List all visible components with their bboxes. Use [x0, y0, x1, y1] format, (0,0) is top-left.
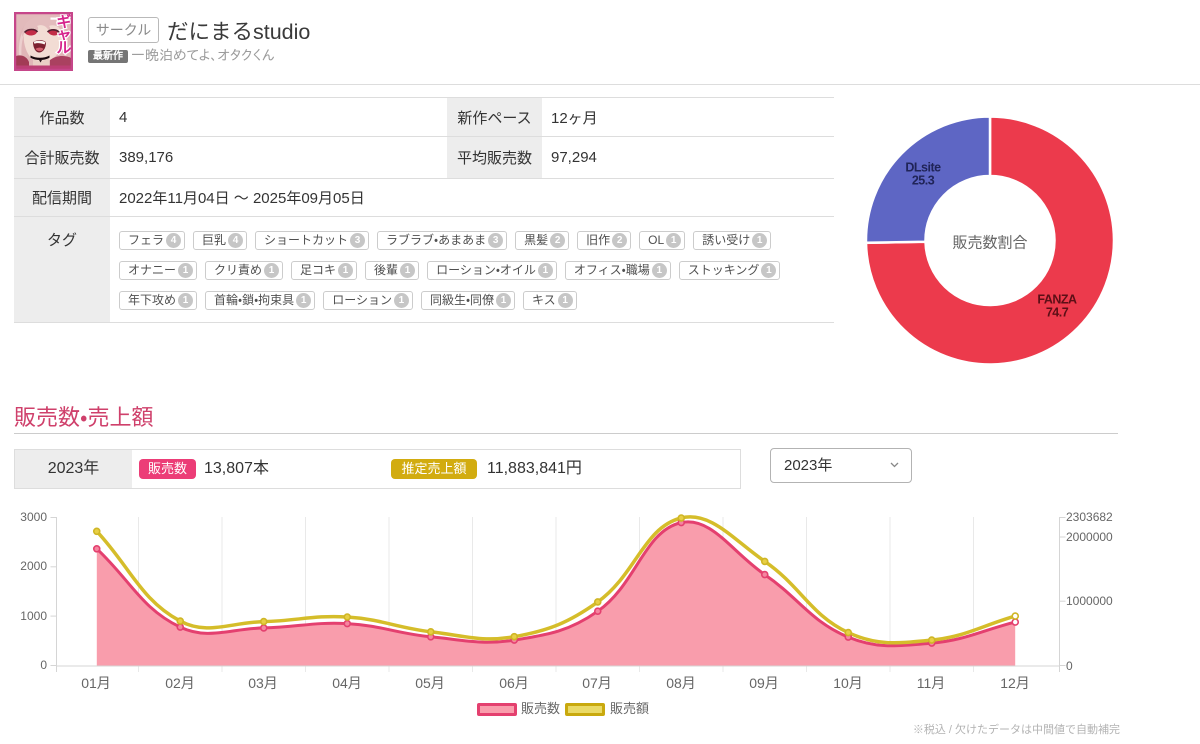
svg-text:ル: ル [56, 40, 71, 57]
svg-text:ャ: ャ [56, 27, 71, 44]
svg-text:ギ: ギ [56, 13, 71, 31]
